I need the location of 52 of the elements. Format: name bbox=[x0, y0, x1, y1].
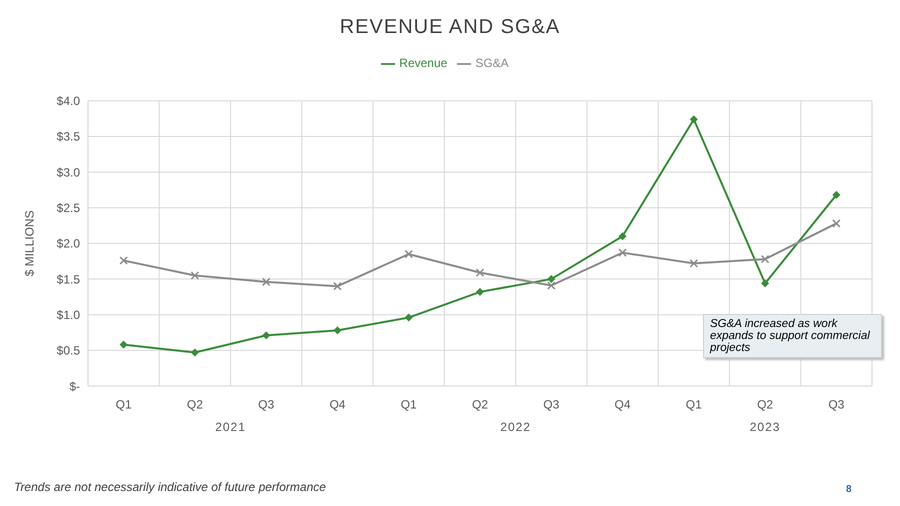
y-tick-label: $1.0 bbox=[56, 308, 80, 322]
point bbox=[262, 278, 270, 286]
y-tick-label: $1.5 bbox=[56, 272, 80, 286]
x-tick-label: Q2 bbox=[472, 398, 488, 412]
y-tick-label: $4.0 bbox=[56, 94, 80, 108]
x-tick-label: Q1 bbox=[400, 398, 418, 412]
point bbox=[690, 259, 698, 268]
point bbox=[120, 340, 128, 349]
y-tick-label: $0.5 bbox=[56, 344, 80, 358]
y-tick-label: $2.5 bbox=[56, 201, 80, 216]
y-tick-label: $3.0 bbox=[56, 165, 80, 180]
point bbox=[190, 271, 200, 280]
x-tick-label: Q1 bbox=[686, 398, 702, 412]
point bbox=[404, 250, 413, 258]
point bbox=[832, 190, 840, 199]
legend-label: Revenue bbox=[399, 56, 448, 70]
point bbox=[190, 348, 199, 356]
y-axis-title: $ MILLIONS bbox=[22, 210, 36, 276]
x-tick-label: Q3 bbox=[543, 398, 560, 412]
point bbox=[333, 326, 342, 334]
y-tick-label: $- bbox=[69, 379, 80, 394]
point bbox=[476, 288, 484, 296]
text: 8 bbox=[846, 484, 852, 495]
legend-label: SG&A bbox=[475, 56, 509, 70]
x-tick-label: Q4 bbox=[329, 398, 346, 412]
point bbox=[761, 279, 770, 288]
x-tick-label: Q3 bbox=[828, 398, 845, 412]
point bbox=[547, 281, 556, 290]
x-tick-label: Q3 bbox=[258, 398, 275, 412]
point bbox=[690, 115, 698, 124]
text: 2022 bbox=[499, 420, 532, 434]
point bbox=[119, 256, 128, 265]
chart-title: REVENUE AND SG&A bbox=[338, 15, 562, 39]
x-tick-label: Q1 bbox=[116, 398, 132, 412]
point bbox=[618, 248, 627, 257]
annotation: SG&A increased as work expands to support commercial projects bbox=[703, 314, 882, 358]
point bbox=[547, 275, 556, 284]
point bbox=[404, 314, 413, 322]
y-tick-label: $3.5 bbox=[56, 130, 80, 144]
text: 2021 bbox=[214, 420, 247, 434]
point bbox=[760, 254, 770, 264]
x-tick-label: Q4 bbox=[614, 398, 631, 412]
text: Trends are not necessarily indicative of future performance bbox=[14, 480, 326, 494]
point bbox=[476, 268, 484, 277]
y-tick-label: $2.0 bbox=[56, 236, 80, 251]
point bbox=[262, 331, 270, 340]
x-tick-label: Q2 bbox=[186, 398, 204, 412]
text: 2023 bbox=[748, 420, 782, 434]
point bbox=[333, 282, 342, 290]
point bbox=[618, 232, 627, 240]
point bbox=[832, 219, 841, 228]
x-tick-label: Q2 bbox=[757, 398, 774, 412]
